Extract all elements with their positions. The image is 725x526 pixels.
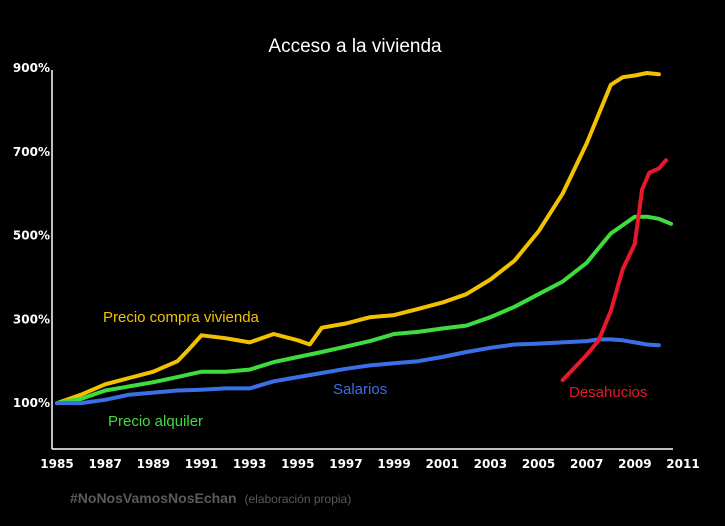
x-tick-label: 1993 bbox=[233, 457, 266, 471]
footer-hashtag: #NoNosVamosNosEchan bbox=[70, 490, 237, 506]
x-tick-label: 1987 bbox=[88, 457, 121, 471]
series-line-desahucios bbox=[560, 158, 669, 383]
label-salarios: Salarios bbox=[333, 381, 387, 398]
series-group bbox=[55, 71, 673, 406]
label-desahucios: Desahucios bbox=[569, 384, 647, 401]
y-axis-ticks: 100% 300% 500% 700% 900% bbox=[13, 61, 50, 410]
y-tick-label: 500% bbox=[13, 229, 50, 243]
x-tick-label: 2009 bbox=[618, 457, 651, 471]
footer-note: (elaboración propia) bbox=[245, 492, 352, 506]
x-tick-label: 1997 bbox=[329, 457, 362, 471]
series-line-precio-alquiler bbox=[55, 214, 673, 406]
y-tick-label: 700% bbox=[13, 145, 50, 159]
x-tick-label: 1995 bbox=[281, 457, 314, 471]
series-line-salarios bbox=[55, 337, 661, 406]
x-axis-ticks: 1985 1987 1989 1991 1993 1995 1997 1999 2001 2003… bbox=[40, 457, 699, 471]
x-tick-label: 2007 bbox=[570, 457, 603, 471]
label-precio-alquiler: Precio alquiler bbox=[108, 413, 203, 430]
x-tick-label: 2011 bbox=[666, 457, 699, 471]
x-tick-label: 2005 bbox=[522, 457, 555, 471]
x-tick-label: 2001 bbox=[426, 457, 459, 471]
series-line-precio-compra-vivienda bbox=[55, 71, 661, 406]
chart-title: Acceso a la vivienda bbox=[268, 36, 442, 57]
label-precio-compra: Precio compra vivienda bbox=[103, 309, 260, 326]
y-tick-label: 100% bbox=[13, 396, 50, 410]
x-tick-label: 1985 bbox=[40, 457, 73, 471]
x-tick-label: 1999 bbox=[377, 457, 410, 471]
footer-text: #NoNosVamosNosEchan (elaboración propia) bbox=[70, 490, 351, 507]
x-tick-label: 2003 bbox=[474, 457, 507, 471]
y-tick-label: 900% bbox=[13, 61, 50, 75]
y-tick-label: 300% bbox=[13, 312, 50, 326]
x-tick-label: 1991 bbox=[185, 457, 218, 471]
x-tick-label: 1989 bbox=[137, 457, 170, 471]
